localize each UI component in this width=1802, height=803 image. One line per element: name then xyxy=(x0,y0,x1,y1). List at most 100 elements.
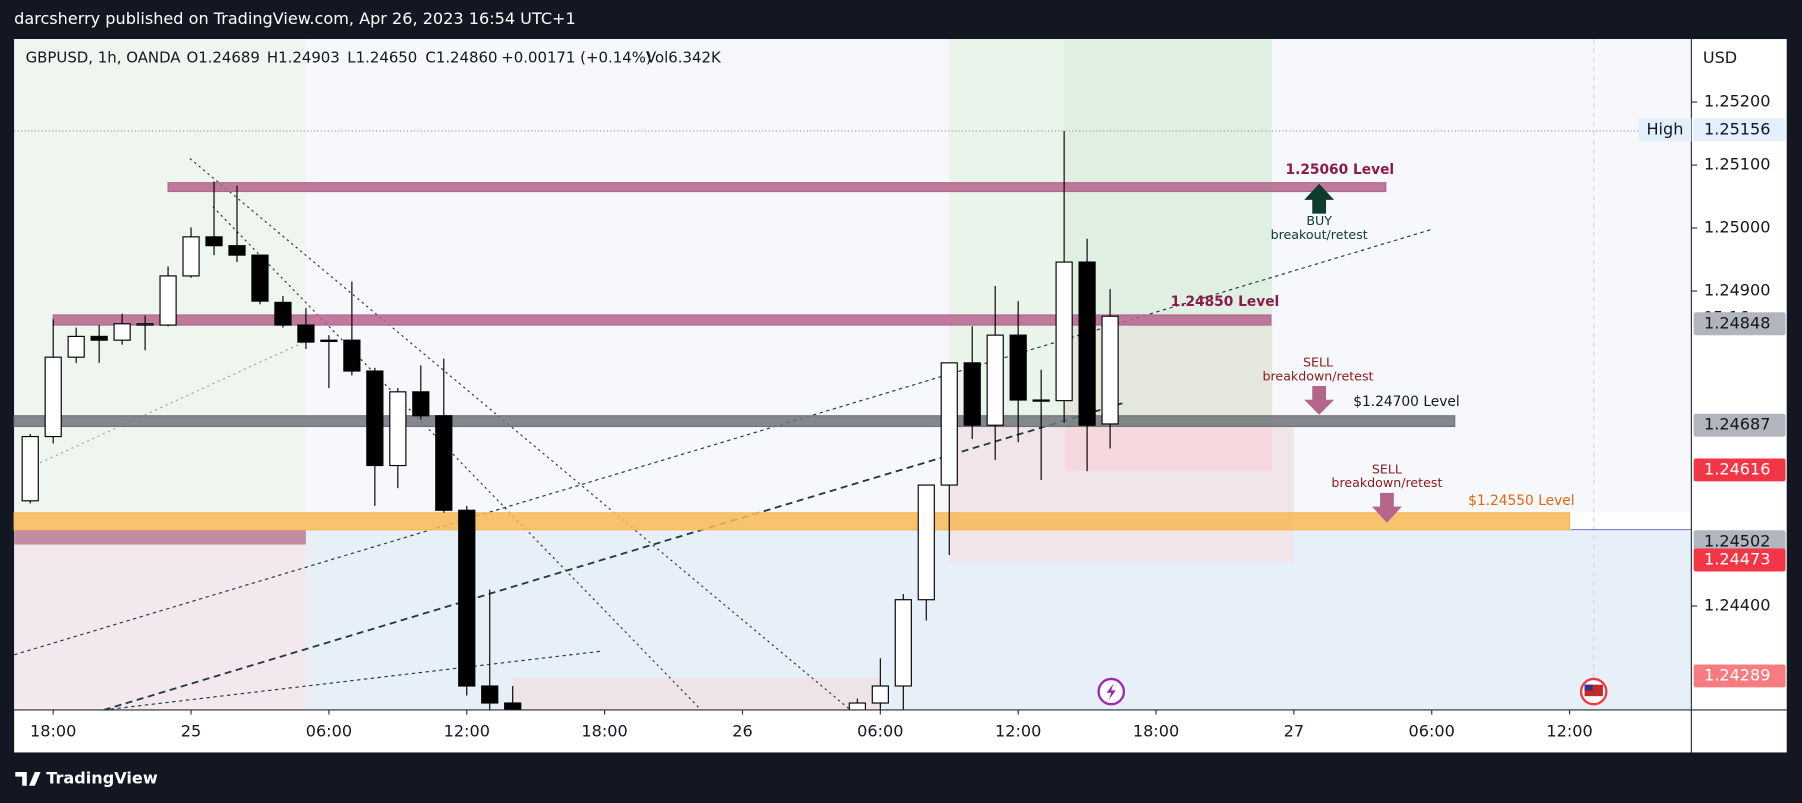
legend-volume: Vol6.342K xyxy=(646,49,722,67)
brand-logo xyxy=(15,771,41,786)
candle-body xyxy=(297,324,315,343)
candle-body xyxy=(848,702,866,710)
legend-symbol: GBPUSD, 1h, OANDA xyxy=(26,49,182,67)
candle-body xyxy=(67,335,85,358)
candle-body xyxy=(136,323,154,326)
zone xyxy=(14,529,306,710)
legend-open: O1.24689 xyxy=(186,49,259,67)
level-band xyxy=(13,415,1456,428)
candle-body xyxy=(182,236,200,277)
candle-body xyxy=(871,685,889,704)
candle-body xyxy=(21,435,39,502)
brand: TradingView xyxy=(15,768,158,787)
x-tick-label: 06:00 xyxy=(857,721,903,740)
candle-body xyxy=(1078,261,1096,426)
candle-body xyxy=(894,599,912,687)
price-badge xyxy=(1693,530,1786,554)
candle-body xyxy=(320,339,338,343)
candle-body xyxy=(504,702,522,710)
x-tick-label: 25 xyxy=(181,721,201,740)
candle-body xyxy=(159,275,177,326)
candle-body xyxy=(1032,399,1050,402)
sell-arrow xyxy=(1304,385,1335,415)
sell-arrow xyxy=(1372,492,1402,523)
candle-body xyxy=(1055,261,1073,402)
zone xyxy=(1064,39,1273,326)
x-tick-label: 06:00 xyxy=(1409,721,1455,740)
legend-change: +0.00171 (+0.14%) xyxy=(501,49,652,67)
price-badge xyxy=(1693,118,1786,142)
zone xyxy=(14,529,306,545)
price-badge-label: 1.25156 xyxy=(1704,119,1771,138)
x-tick-label: 26 xyxy=(732,721,752,740)
candle-body xyxy=(90,335,108,341)
price-badge-label: 1.24616 xyxy=(1704,459,1771,478)
price-badge xyxy=(1693,548,1786,572)
zone xyxy=(1065,426,1273,472)
candle-body xyxy=(389,391,407,467)
candle-body xyxy=(1009,334,1027,401)
x-tick-label: 12:00 xyxy=(995,721,1041,740)
level-label: $1.24550 Level xyxy=(1468,493,1574,509)
y-tick-label: 1.25100 xyxy=(1704,155,1771,174)
flag-icon xyxy=(1584,684,1593,691)
x-tick-label: 18:00 xyxy=(1133,721,1179,740)
price-badge-label: 1.24473 xyxy=(1704,550,1771,569)
trend-line xyxy=(212,206,702,710)
flag-icon xyxy=(1584,684,1603,697)
x-tick-label: 18:00 xyxy=(581,721,627,740)
y-tick-label: 1.25000 xyxy=(1704,218,1771,237)
annotation: breakdown/retest xyxy=(1331,475,1442,490)
candle-body xyxy=(940,362,958,486)
annotation: SELL xyxy=(1372,461,1402,476)
price-tag: High xyxy=(1646,119,1683,138)
level-label: 1.24850 Level xyxy=(1171,294,1280,310)
y-tick-label: 1.25200 xyxy=(1704,92,1771,111)
candle-body xyxy=(343,339,361,372)
event-icon xyxy=(1106,683,1116,700)
candle-body xyxy=(963,362,981,426)
candle-body xyxy=(251,254,269,302)
price-badge-label: 1.24502 xyxy=(1704,531,1771,550)
buy-arrow xyxy=(1304,183,1335,214)
candle-body xyxy=(435,415,453,511)
candle-body xyxy=(481,685,499,704)
y-tick-label: 1.24900 xyxy=(1704,281,1771,300)
currency: USD xyxy=(1703,48,1737,67)
candle-body xyxy=(458,509,476,687)
price-badge-label: 1.24687 xyxy=(1704,415,1771,434)
annotation: breakdown/retest xyxy=(1263,368,1374,383)
price-badge-label: 1.24289 xyxy=(1704,665,1771,684)
price-badge xyxy=(1693,458,1786,482)
candle-body xyxy=(205,236,223,247)
candle-body xyxy=(917,484,935,601)
x-tick-label: 12:00 xyxy=(444,721,490,740)
x-tick-label: 18:00 xyxy=(30,721,76,740)
trend-line xyxy=(14,229,1431,656)
price-badge xyxy=(1693,413,1786,437)
level-label: $1.24700 Level xyxy=(1353,394,1459,410)
level-band xyxy=(167,182,1387,193)
annotation: breakout/retest xyxy=(1271,227,1368,242)
candle-body xyxy=(44,356,62,438)
candle-body xyxy=(986,334,1004,426)
candle-body xyxy=(1101,315,1119,425)
price-badge xyxy=(1693,664,1786,688)
annotation: BUY xyxy=(1306,213,1332,228)
brand-name: TradingView xyxy=(46,768,158,787)
annotation: SELL xyxy=(1303,355,1333,370)
level-band xyxy=(13,512,1571,531)
price-tag-bg xyxy=(1638,118,1692,142)
legend-low: L1.24650 xyxy=(347,49,417,67)
candle-body xyxy=(274,301,292,326)
zone xyxy=(512,677,881,710)
candle-body xyxy=(412,391,430,417)
price-badge-label: 1.24848 xyxy=(1704,313,1771,332)
candle-body xyxy=(366,370,384,467)
candle-body xyxy=(228,245,246,256)
shading xyxy=(14,39,1692,710)
trend-line xyxy=(103,650,601,710)
price-badge xyxy=(1693,312,1786,336)
publisher: darcsherry published on TradingView.com,… xyxy=(14,9,576,28)
